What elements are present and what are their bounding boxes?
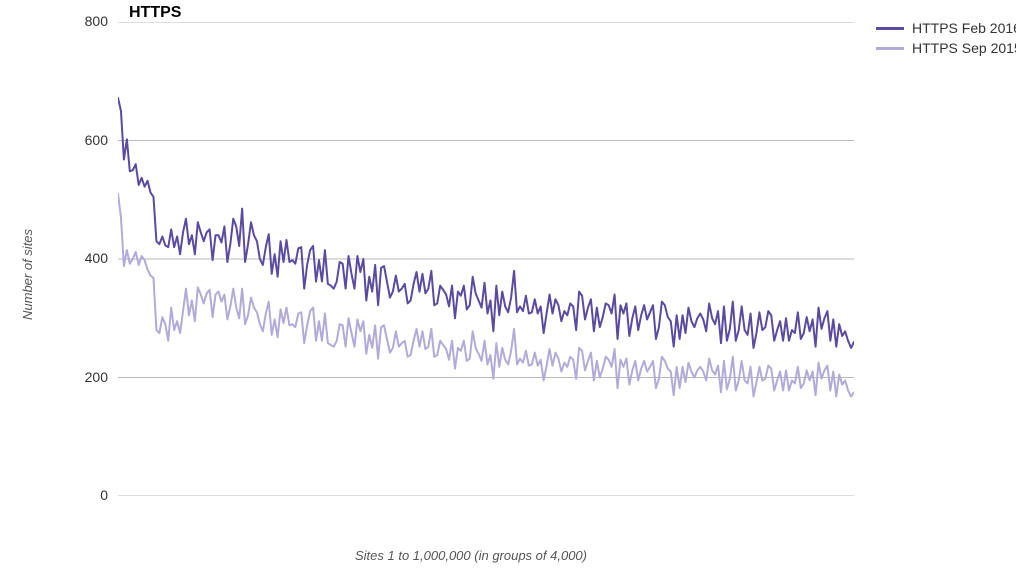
x-axis-title: Sites 1 to 1,000,000 (in groups of 4,000…: [355, 548, 587, 563]
legend-item: HTTPS Sep 2015: [876, 40, 1016, 56]
legend: HTTPS Feb 2016 HTTPS Sep 2015: [876, 20, 1016, 60]
y-tick-label: 600: [73, 132, 108, 148]
legend-item: HTTPS Feb 2016: [876, 20, 1016, 36]
legend-label: HTTPS Sep 2015: [912, 40, 1016, 56]
chart-title: HTTPS: [129, 4, 181, 22]
y-axis-title: Number of sites: [20, 229, 35, 320]
y-tick-label: 400: [73, 250, 108, 266]
y-tick-label: 800: [73, 13, 108, 29]
plot-area: [118, 22, 854, 496]
line-chart: HTTPS Number of sites Sites 1 to 1,000,0…: [0, 0, 1016, 581]
legend-label: HTTPS Feb 2016: [912, 20, 1016, 36]
legend-swatch: [876, 27, 904, 30]
y-tick-label: 0: [73, 487, 108, 503]
y-tick-label: 200: [73, 369, 108, 385]
legend-swatch: [876, 47, 904, 50]
